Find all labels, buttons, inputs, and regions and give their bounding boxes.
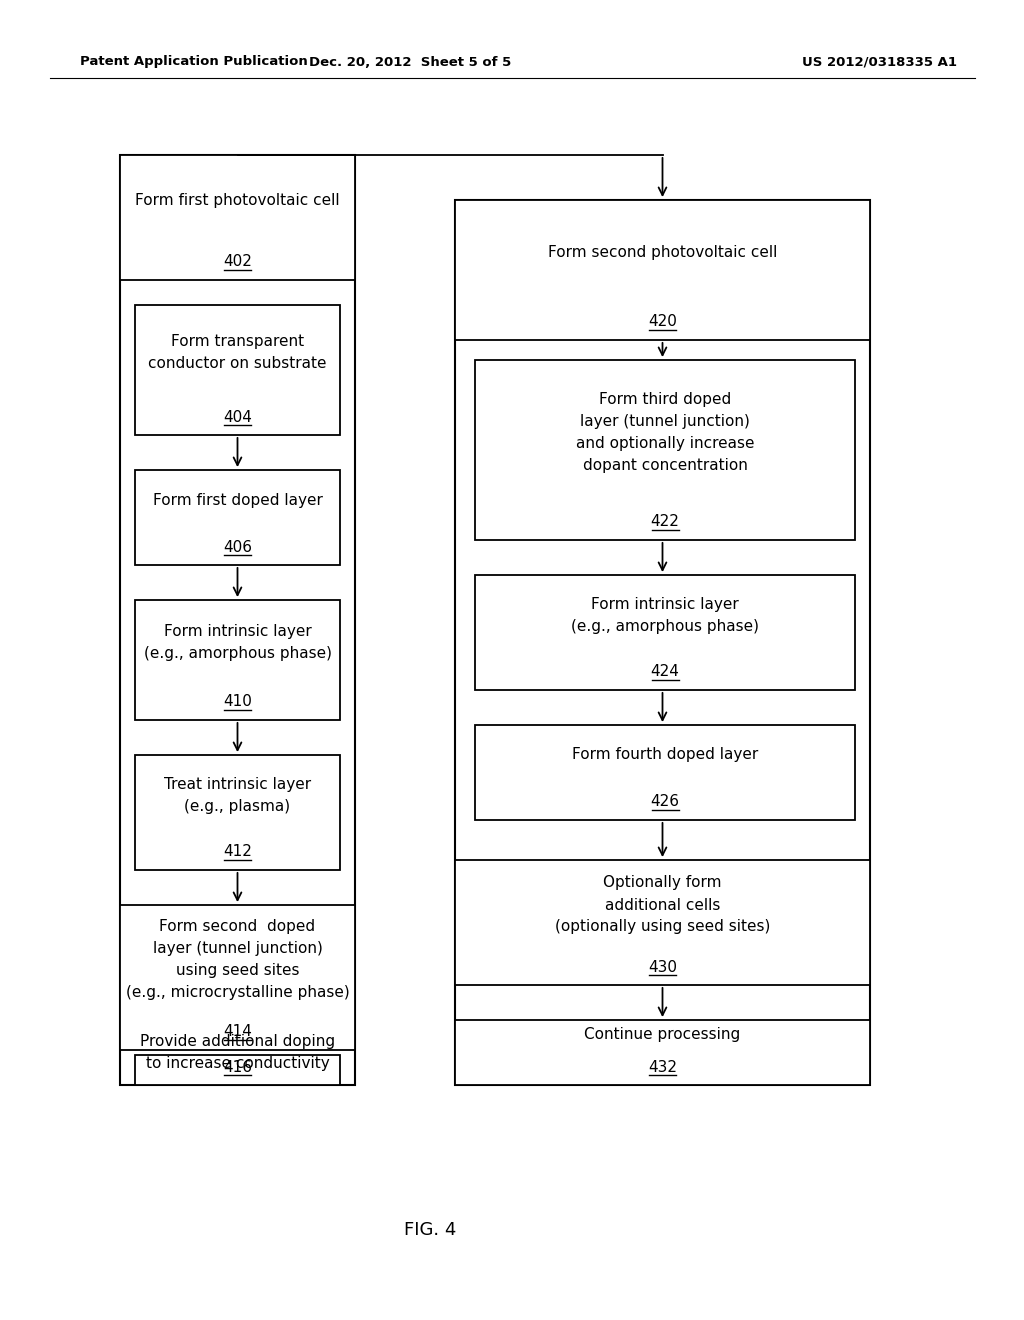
Text: (e.g., plasma): (e.g., plasma) — [184, 799, 291, 813]
Text: 420: 420 — [648, 314, 677, 330]
Text: additional cells: additional cells — [605, 898, 720, 912]
Text: Patent Application Publication: Patent Application Publication — [80, 55, 308, 69]
Bar — [135, 755, 340, 870]
Bar — [135, 601, 340, 719]
Bar — [120, 154, 355, 1085]
Text: and optionally increase: and optionally increase — [575, 436, 755, 451]
Text: FIG. 4: FIG. 4 — [403, 1221, 456, 1239]
Text: to increase conductivity: to increase conductivity — [145, 1056, 330, 1071]
Text: conductor on substrate: conductor on substrate — [148, 356, 327, 371]
Bar — [475, 360, 855, 540]
Text: US 2012/0318335 A1: US 2012/0318335 A1 — [803, 55, 957, 69]
Text: 426: 426 — [650, 795, 680, 809]
Text: Optionally form: Optionally form — [603, 875, 722, 891]
Text: (optionally using seed sites): (optionally using seed sites) — [555, 920, 770, 935]
Text: Form fourth doped layer: Form fourth doped layer — [571, 747, 758, 763]
Text: 414: 414 — [223, 1024, 252, 1040]
Text: 416: 416 — [223, 1060, 252, 1074]
Text: 432: 432 — [648, 1060, 677, 1074]
Text: 430: 430 — [648, 960, 677, 974]
Bar — [455, 201, 870, 341]
Bar — [455, 861, 870, 985]
Text: layer (tunnel junction): layer (tunnel junction) — [580, 414, 750, 429]
Text: Provide additional doping: Provide additional doping — [140, 1034, 335, 1049]
Text: 402: 402 — [223, 255, 252, 269]
Text: Continue processing: Continue processing — [585, 1027, 740, 1043]
Bar — [455, 201, 870, 1085]
Bar — [120, 906, 355, 1049]
Text: Form intrinsic layer: Form intrinsic layer — [164, 624, 311, 639]
Bar — [475, 725, 855, 820]
Text: (e.g., microcrystalline phase): (e.g., microcrystalline phase) — [126, 986, 349, 1001]
Text: (e.g., amorphous phase): (e.g., amorphous phase) — [143, 645, 332, 661]
Text: Form transparent: Form transparent — [171, 334, 304, 348]
Bar — [120, 154, 355, 280]
Text: 412: 412 — [223, 845, 252, 859]
Bar — [135, 305, 340, 436]
Text: Form second photovoltaic cell: Form second photovoltaic cell — [548, 246, 777, 260]
Text: Form second  doped: Form second doped — [160, 920, 315, 935]
Text: dopant concentration: dopant concentration — [583, 458, 748, 473]
Text: 422: 422 — [650, 515, 680, 529]
Bar — [475, 576, 855, 690]
Bar — [135, 470, 340, 565]
Bar — [455, 1020, 870, 1085]
Text: 424: 424 — [650, 664, 680, 680]
Text: Form first doped layer: Form first doped layer — [153, 492, 323, 507]
Text: Treat intrinsic layer: Treat intrinsic layer — [164, 776, 311, 792]
Text: layer (tunnel junction): layer (tunnel junction) — [153, 941, 323, 957]
Text: 406: 406 — [223, 540, 252, 554]
Text: Form third doped: Form third doped — [599, 392, 731, 407]
Text: Form first photovoltaic cell: Form first photovoltaic cell — [135, 193, 340, 207]
Text: 404: 404 — [223, 409, 252, 425]
Text: Dec. 20, 2012  Sheet 5 of 5: Dec. 20, 2012 Sheet 5 of 5 — [309, 55, 511, 69]
Text: Form intrinsic layer: Form intrinsic layer — [591, 597, 739, 611]
Text: 410: 410 — [223, 694, 252, 710]
Bar — [135, 1055, 340, 1085]
Text: (e.g., amorphous phase): (e.g., amorphous phase) — [571, 619, 759, 634]
Text: using seed sites: using seed sites — [176, 964, 299, 978]
